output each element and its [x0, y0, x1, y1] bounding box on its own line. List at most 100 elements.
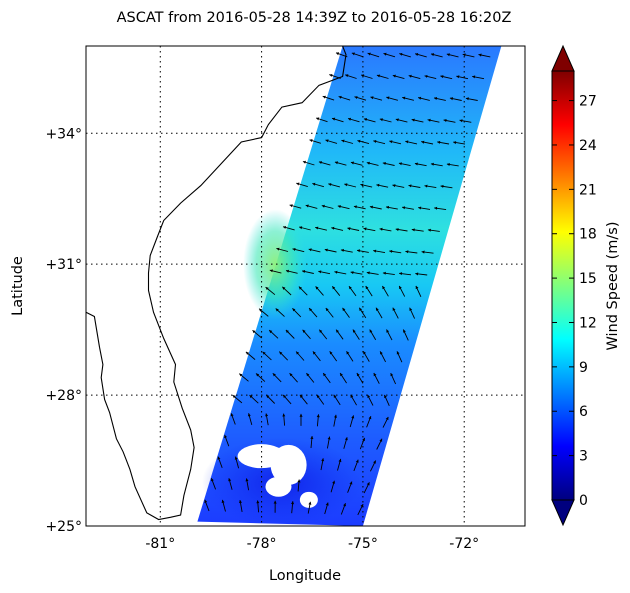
x-tick-label: -78° — [247, 536, 277, 552]
wind-vector-head — [302, 160, 306, 164]
wind-vector-head — [329, 351, 333, 355]
wind-vector-head — [363, 227, 367, 231]
wind-vector-head — [296, 351, 300, 355]
wind-vectors — [204, 52, 491, 516]
wind-vector-head — [382, 271, 386, 275]
wind-vector-head — [396, 351, 400, 355]
wind-vector-head — [437, 140, 441, 144]
colorbar: 0 3 6 9 12 15 18 21 24 27 Wind Speed (m/s) — [551, 44, 621, 527]
x-tick-label: -75° — [348, 536, 378, 552]
wind-vector-head — [352, 329, 356, 333]
colorbar-tick-label: 15 — [579, 271, 597, 287]
wind-vector-head — [336, 329, 339, 333]
wind-vector-head — [289, 204, 293, 208]
wind-vector-head — [395, 228, 399, 232]
wind-vector-head — [312, 351, 316, 355]
chart-title: ASCAT from 2016-05-28 14:39Z to 2016-05-… — [117, 10, 512, 26]
wind-vector-head — [459, 119, 463, 123]
high-wind-region — [243, 209, 308, 320]
wind-vector-head — [211, 478, 214, 482]
wind-vector-head — [357, 139, 361, 143]
colorbar-tick-label: 27 — [579, 94, 597, 110]
x-tick-label: -81° — [145, 536, 175, 552]
wind-vector-head — [331, 226, 335, 230]
wind-vector-head — [279, 351, 283, 355]
wind-vector-head — [453, 141, 457, 145]
wind-vector-head — [256, 373, 260, 377]
wind-vector-head — [399, 285, 402, 290]
wind-vector-head — [384, 394, 387, 399]
wind-vector-head — [340, 248, 344, 252]
wind-vector-head — [408, 184, 412, 188]
wind-vector-head — [385, 416, 389, 421]
wind-vector-head — [366, 161, 370, 165]
wind-vector-head — [368, 416, 372, 420]
y-tick-label: +28° — [45, 388, 82, 404]
wind-vector-head — [273, 500, 277, 504]
wind-vector-head — [348, 117, 352, 121]
colorbar-tick-label: 0 — [579, 493, 588, 509]
wind-vector-head — [316, 414, 320, 418]
wind-vector-head — [343, 503, 346, 507]
wind-vector-head — [239, 500, 242, 504]
wind-vector-head — [332, 117, 336, 121]
wind-vector-head — [362, 437, 365, 441]
wind-vector-head — [221, 499, 225, 503]
wind-vector-head — [309, 139, 313, 143]
wind-vector-head — [292, 308, 296, 312]
wind-vector-head — [299, 413, 303, 417]
wind-vector-head — [421, 140, 425, 144]
wind-vector-head — [399, 52, 403, 56]
colorbar-ticks: 0 3 6 9 12 15 18 21 24 27 — [552, 94, 597, 509]
wind-vector-head — [440, 75, 444, 79]
wind-vector-head — [344, 183, 348, 187]
wind-vector-head — [403, 329, 406, 333]
wind-vector-head — [411, 228, 415, 232]
wind-vector-head — [325, 139, 329, 143]
wind-vector-head — [282, 413, 286, 417]
wind-vector-head — [324, 248, 328, 252]
wind-vector-head — [434, 206, 438, 210]
wind-vector-head — [379, 118, 383, 122]
wind-vector-head — [298, 286, 302, 290]
wind-vector-head — [446, 53, 450, 57]
wind-vector-head — [349, 481, 353, 485]
wind-vector-head — [427, 118, 431, 122]
wind-vector-head — [380, 351, 383, 355]
wind-vector-head — [265, 413, 269, 417]
wind-vector-head — [316, 117, 320, 121]
wind-vector-head — [405, 250, 409, 254]
wind-vector-head — [415, 53, 419, 56]
wind-vector-head — [309, 308, 313, 312]
wind-vector-head — [365, 286, 369, 290]
wind-vector-head — [366, 271, 370, 275]
wind-vector-head — [376, 74, 381, 78]
colorbar-tick-label: 12 — [579, 315, 597, 331]
wind-vector-head — [392, 74, 396, 78]
wind-vector-head — [334, 414, 337, 418]
no-data-patch — [299, 491, 318, 508]
wind-vector-head — [259, 308, 263, 312]
wind-vector-head — [333, 394, 337, 398]
wind-vector-head — [249, 395, 253, 399]
wind-vector-head — [306, 373, 310, 377]
wind-vector-head — [272, 373, 276, 377]
wind-vector-head — [297, 479, 301, 483]
wind-vector-head — [349, 286, 352, 290]
wind-vector-head — [336, 52, 340, 56]
wind-vector-head — [234, 456, 238, 460]
wind-vector-head — [392, 307, 396, 311]
wind-vector-head — [291, 501, 295, 505]
gridlines — [86, 46, 525, 526]
wind-vector-head — [373, 460, 376, 464]
wind-vector-head — [350, 394, 354, 398]
wind-vector-head — [395, 118, 399, 122]
wind-vector-head — [315, 226, 319, 230]
wind-vector-head — [373, 249, 377, 253]
wind-vector-head — [334, 270, 338, 274]
wind-vector-head — [376, 307, 379, 311]
wind-vector-head — [318, 161, 322, 164]
wind-vector-head — [443, 119, 447, 122]
wind-vector-head — [329, 74, 333, 77]
wind-vector-head — [369, 205, 373, 209]
